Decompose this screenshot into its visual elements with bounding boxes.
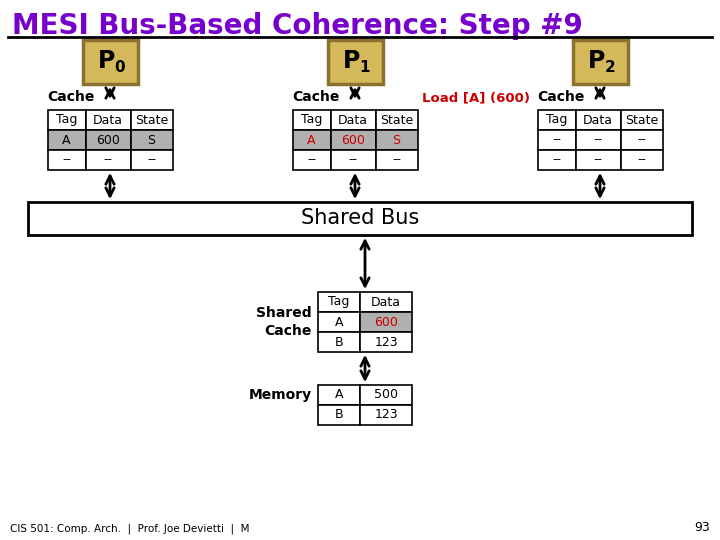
Bar (376, 110, 418, 130)
Bar (621, 130, 662, 150)
Bar (86, 150, 130, 170)
Bar (292, 130, 330, 150)
Text: 0: 0 (114, 60, 125, 76)
Text: Data: Data (338, 113, 368, 126)
Text: --: -- (307, 153, 316, 166)
Bar (360, 292, 412, 312)
Text: 600: 600 (341, 133, 365, 146)
Text: Cache: Cache (48, 90, 95, 104)
Text: Tag: Tag (301, 113, 322, 126)
Bar (572, 40, 628, 84)
Text: --: -- (147, 153, 156, 166)
Bar (292, 110, 330, 130)
Bar (538, 150, 575, 170)
Text: S: S (148, 133, 156, 146)
Bar (621, 150, 662, 170)
Bar (86, 110, 130, 130)
Bar (538, 130, 575, 150)
Bar (376, 150, 418, 170)
Text: 123: 123 (374, 408, 398, 422)
Text: Memory: Memory (249, 388, 312, 402)
Text: Data: Data (93, 113, 123, 126)
Text: --: -- (392, 153, 401, 166)
Text: 123: 123 (374, 335, 398, 348)
Text: A: A (307, 133, 316, 146)
Bar (360, 385, 412, 405)
Text: 93: 93 (694, 521, 710, 534)
Bar (318, 312, 360, 332)
Bar (538, 110, 575, 130)
Bar (48, 110, 86, 130)
Bar (575, 150, 621, 170)
Text: 1: 1 (360, 60, 370, 76)
Bar (130, 130, 173, 150)
Bar (360, 332, 412, 352)
Text: State: State (380, 113, 413, 126)
Bar (130, 150, 173, 170)
Bar (360, 405, 412, 425)
Bar (28, 202, 692, 235)
Text: A: A (335, 388, 343, 402)
Text: P: P (588, 49, 606, 73)
Text: --: -- (637, 153, 646, 166)
Text: P: P (343, 49, 361, 73)
Bar (575, 130, 621, 150)
Text: A: A (335, 315, 343, 328)
Bar (130, 110, 173, 130)
Text: State: State (625, 113, 658, 126)
Text: State: State (135, 113, 168, 126)
Bar (318, 385, 360, 405)
Text: --: -- (552, 133, 561, 146)
Bar (360, 312, 412, 332)
Text: --: -- (593, 133, 603, 146)
Text: Shared Bus: Shared Bus (301, 208, 419, 228)
Text: Shared
Cache: Shared Cache (256, 306, 312, 338)
Text: Tag: Tag (328, 295, 350, 308)
Text: 500: 500 (374, 388, 398, 402)
Bar (376, 130, 418, 150)
Text: --: -- (552, 153, 561, 166)
Text: Data: Data (583, 113, 613, 126)
Bar (575, 110, 621, 130)
Bar (330, 110, 376, 130)
Bar (48, 130, 86, 150)
Bar (328, 40, 382, 84)
Bar (318, 332, 360, 352)
Text: Load [A] (600): Load [A] (600) (423, 91, 531, 104)
Text: --: -- (62, 153, 71, 166)
Text: --: -- (348, 153, 358, 166)
Text: --: -- (637, 133, 646, 146)
Text: Tag: Tag (56, 113, 77, 126)
Text: MESI Bus-Based Coherence: Step #9: MESI Bus-Based Coherence: Step #9 (12, 12, 582, 40)
Bar (292, 150, 330, 170)
Text: S: S (392, 133, 400, 146)
Text: Cache: Cache (538, 90, 585, 104)
Bar (330, 130, 376, 150)
Text: 600: 600 (374, 315, 398, 328)
Text: A: A (62, 133, 71, 146)
Bar (318, 405, 360, 425)
Bar (48, 150, 86, 170)
Bar (318, 292, 360, 312)
Bar (330, 150, 376, 170)
Text: B: B (335, 408, 343, 422)
Text: 2: 2 (605, 60, 616, 76)
Text: --: -- (593, 153, 603, 166)
Text: --: -- (104, 153, 112, 166)
Bar (621, 110, 662, 130)
Text: P: P (99, 49, 116, 73)
Text: B: B (335, 335, 343, 348)
Text: Tag: Tag (546, 113, 567, 126)
Text: Data: Data (371, 295, 401, 308)
Text: 600: 600 (96, 133, 120, 146)
Text: Cache: Cache (292, 90, 340, 104)
Text: CIS 501: Comp. Arch.  |  Prof. Joe Devietti  |  M: CIS 501: Comp. Arch. | Prof. Joe Deviett… (10, 523, 250, 534)
Bar (86, 130, 130, 150)
Bar (83, 40, 138, 84)
